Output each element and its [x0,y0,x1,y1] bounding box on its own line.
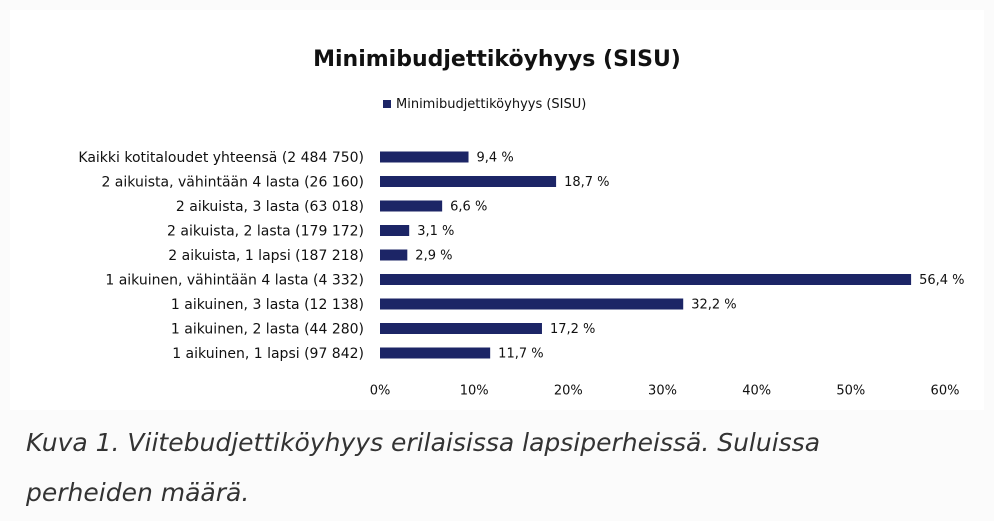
y-tick-label: 1 aikuinen, 3 lasta (12 138) [171,297,364,313]
value-label: 6,6 % [450,200,487,215]
value-label: 2,9 % [415,249,452,264]
bar [380,347,491,359]
y-tick-label: 1 aikuinen, vähintään 4 lasta (4 332) [105,273,364,289]
value-label: 32,2 % [691,298,736,313]
value-label: 56,4 % [919,273,964,288]
x-tick-label: 50% [836,384,865,399]
x-tick-label: 60% [931,384,960,399]
y-tick-label: 2 aikuista, 3 lasta (63 018) [176,199,364,215]
x-tick-label: 20% [554,384,583,399]
bar [380,298,684,310]
value-label: 11,7 % [498,347,543,362]
x-tick-label: 0% [370,384,391,399]
legend-swatch [383,100,391,108]
bar [380,323,542,334]
chart-title: Minimibudjettiköyhyys (SISU) [313,47,681,72]
legend-label: Minimibudjettiköyhyys (SISU) [396,97,586,112]
chart: Minimibudjettiköyhyys (SISU) Minimibudje… [10,10,984,410]
caption: Kuva 1. Viitebudjettiköyhyys erilaisissa… [26,428,821,507]
bar [380,274,912,285]
y-tick-label: 2 aikuista, 1 lapsi (187 218) [168,248,364,264]
x-tick-label: 30% [648,384,677,399]
x-tick-label: 40% [742,384,771,399]
y-tick-label: 2 aikuista, vähintään 4 lasta (26 160) [101,175,364,191]
y-tick-label: 2 aikuista, 2 lasta (179 172) [167,224,364,240]
bar [380,249,408,261]
y-tick-label: 1 aikuinen, 1 lapsi (97 842) [172,346,364,362]
value-label: 3,1 % [417,224,454,239]
value-label: 18,7 % [564,175,609,190]
y-tick-label: Kaikki kotitaloudet yhteensä (2 484 750) [78,150,364,166]
value-label: 9,4 % [477,151,514,166]
bar [380,176,557,187]
value-label: 17,2 % [550,322,595,337]
y-tick-label: 1 aikuinen, 2 lasta (44 280) [171,322,364,338]
bar [380,151,469,163]
bar [380,225,410,236]
chart-background [10,10,984,410]
x-tick-label: 10% [460,384,489,399]
bar [380,200,443,212]
